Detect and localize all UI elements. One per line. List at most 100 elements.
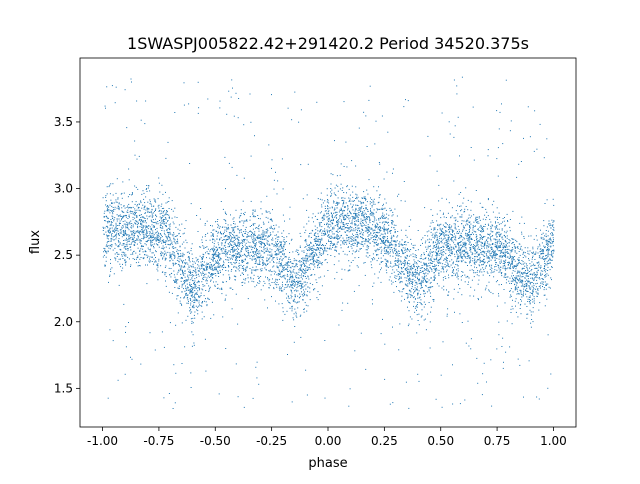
data-point [318,249,320,251]
data-point [517,316,519,318]
data-point [385,269,387,271]
data-point [324,215,326,217]
data-point [400,263,402,265]
data-point [363,208,365,209]
data-point [477,270,479,272]
data-point [278,270,280,272]
data-point [504,231,506,233]
data-point [148,211,150,213]
data-point [166,201,168,203]
data-point [163,232,165,234]
data-point [167,251,169,253]
data-point [157,266,159,268]
data-point [425,285,427,287]
data-point [160,255,162,257]
data-point [232,241,234,243]
data-point [162,211,164,212]
data-point [452,403,454,405]
data-point [398,290,400,291]
data-point [329,245,331,247]
data-point [269,269,271,271]
data-point [115,225,117,227]
data-point [146,211,148,213]
data-point [180,259,182,261]
data-point [448,225,450,227]
data-point [237,243,239,245]
data-point [435,241,437,243]
data-point [548,238,550,240]
data-point [270,227,272,229]
data-point [317,238,319,240]
data-point [267,277,268,279]
data-point [371,206,373,208]
data-point [188,259,190,261]
data-point [276,249,278,251]
data-point [423,262,425,264]
data-point [232,230,234,232]
data-point [305,272,307,273]
data-point [108,235,110,237]
data-point [451,207,453,209]
data-point [107,227,109,229]
data-point [443,246,445,248]
data-point [505,269,506,271]
data-point [406,285,408,287]
data-point [442,279,444,281]
data-point [324,208,326,209]
data-point [127,225,129,227]
data-point [388,224,390,226]
data-point [400,300,402,302]
data-point [322,230,324,232]
data-point [105,245,107,247]
data-point [358,250,360,252]
data-point [545,288,547,290]
data-point [308,249,310,251]
data-point [282,245,284,247]
data-point [462,230,463,232]
data-point [288,233,290,235]
data-point [206,277,208,279]
data-point [526,275,528,277]
data-point [379,217,381,219]
data-point [412,272,414,274]
data-point [271,282,273,283]
data-point [307,276,309,278]
data-point [152,232,154,234]
data-point [216,231,218,232]
data-point [221,240,223,241]
data-point [192,275,194,277]
data-point [283,250,285,252]
data-point [222,274,224,276]
data-point [537,248,539,250]
data-point [209,264,211,266]
data-point [266,211,268,213]
data-point [229,235,231,237]
data-point [204,269,205,271]
data-point [552,221,554,223]
data-point [330,195,332,197]
data-point [440,240,442,242]
data-point [523,288,525,290]
data-point [351,240,353,242]
data-point [551,233,553,235]
data-point [500,234,501,236]
data-point [234,255,236,257]
data-point [114,206,116,208]
data-point [103,254,105,256]
data-point [389,255,391,257]
data-point [276,245,278,247]
data-point [347,215,349,217]
data-point [275,224,277,226]
data-point [234,263,236,265]
data-point [442,213,444,215]
data-point [142,238,144,240]
data-point [169,223,171,225]
data-point [368,245,370,247]
data-point [421,279,423,281]
data-point [250,200,252,202]
data-point [532,290,533,292]
data-point [154,225,155,227]
data-point [149,201,151,203]
data-point [534,264,536,266]
data-point [134,185,136,187]
